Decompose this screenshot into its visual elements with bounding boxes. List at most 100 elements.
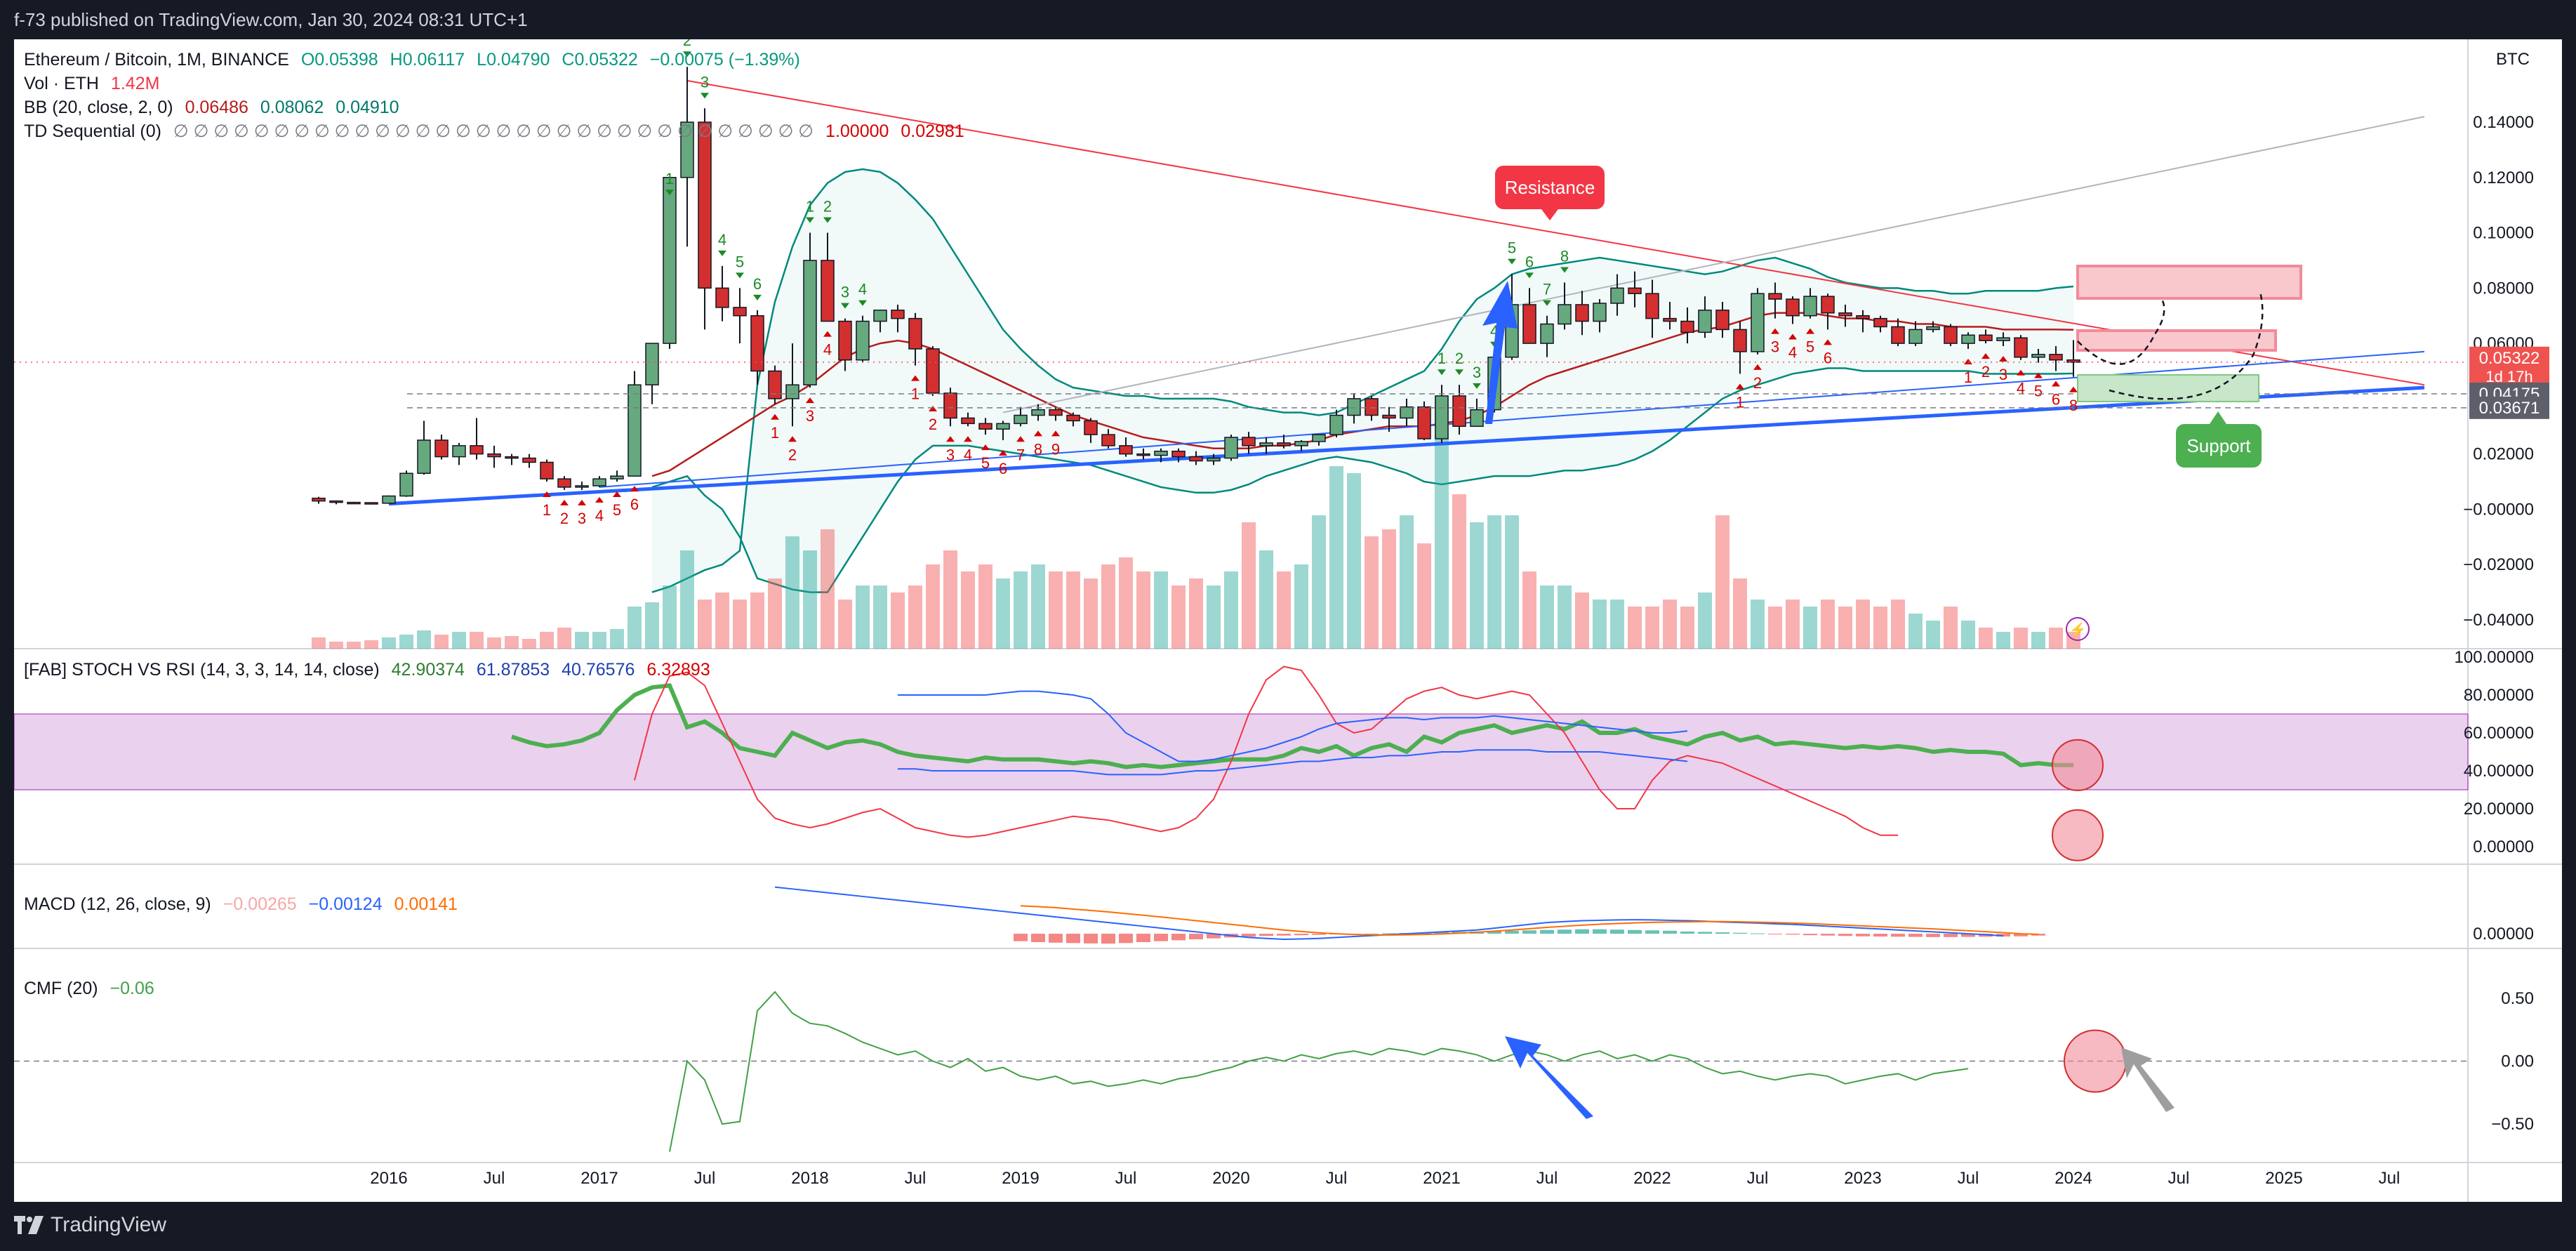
volume-bar	[1224, 571, 1238, 649]
td-count-label: 9	[1051, 440, 1060, 458]
candle-body	[1751, 293, 1765, 352]
td-arrow	[858, 300, 867, 306]
candle-body	[399, 472, 413, 497]
volume-bar	[1452, 494, 1466, 649]
td-count-label: 3	[1999, 366, 2007, 383]
td-count-label: 5	[981, 454, 990, 472]
x-tick-label: 2024	[2054, 1169, 2092, 1188]
td-count-label: 1	[665, 170, 674, 187]
candle-body	[1680, 320, 1694, 333]
volume-bar	[1522, 571, 1536, 649]
candle-body	[821, 260, 835, 322]
volume-bar	[1961, 621, 1975, 649]
candle-body	[961, 417, 975, 425]
candle-body	[1786, 298, 1800, 317]
volume-bar	[645, 602, 659, 649]
td-legend: TD Sequential (0) ∅ ∅ ∅ ∅ ∅ ∅ ∅ ∅ ∅ ∅ ∅ …	[24, 119, 971, 143]
macd-histogram-bar	[1698, 932, 1712, 934]
volume-bar	[505, 636, 519, 649]
macd-histogram-bar	[1908, 934, 1923, 937]
td-arrow	[929, 405, 937, 411]
y-tick-label: 0.12000	[2473, 168, 2534, 187]
macd-histogram-bar	[1838, 934, 1852, 936]
candle-body	[750, 315, 764, 372]
macd-histogram-bar	[1961, 934, 1975, 937]
x-tick-label: 2016	[370, 1169, 407, 1188]
volume-bar	[1014, 571, 1028, 649]
td-count-label: 6	[999, 460, 1007, 477]
volume-bar	[733, 600, 747, 649]
volume-bar	[1856, 600, 1870, 649]
candle-body	[1838, 312, 1852, 317]
candle-body	[1821, 296, 1835, 314]
candle-body	[1908, 329, 1923, 344]
td-arrow	[1981, 353, 1990, 359]
candle-body	[996, 423, 1010, 430]
candle-body	[943, 392, 957, 419]
currency-label: BTC	[2496, 50, 2530, 69]
volume-bar	[540, 632, 554, 649]
chart-svg[interactable]: 0.140000.120000.100000.080000.060000.040…	[13, 32, 2562, 1202]
tradingview-logo[interactable]: TradingView	[14, 1213, 166, 1237]
td-count-label: 5	[1806, 338, 1814, 356]
macd-histogram-bar	[1171, 934, 1186, 941]
candle-body	[785, 384, 799, 399]
x-tick-label: Jul	[1326, 1169, 1348, 1188]
x-tick-label: 2018	[791, 1169, 828, 1188]
stoch-y-tick: 60.00000	[2464, 724, 2534, 743]
cmf-highlight	[2064, 1029, 2127, 1093]
candle-body	[557, 478, 571, 488]
volume-bar	[1505, 515, 1519, 649]
y-tick-label: 0.08000	[2473, 279, 2534, 298]
volume-bar	[312, 637, 326, 649]
candle-body	[680, 121, 694, 178]
stoch-value-1: 42.90374	[391, 660, 465, 680]
volume-bar	[1698, 593, 1712, 649]
ohlc-low: L0.04790	[477, 50, 550, 70]
bb-fill	[652, 168, 2073, 593]
candle-body	[908, 317, 922, 350]
td-count-label: 8	[1034, 440, 1042, 458]
cmf-y-tick: 0.00	[2501, 1052, 2534, 1071]
volume-bar	[1873, 607, 1887, 649]
stoch-label[interactable]: [FAB] STOCH VS RSI (14, 3, 3, 14, 14, cl…	[24, 660, 380, 680]
td-label[interactable]: TD Sequential (0)	[24, 121, 161, 141]
cmf-arrow-gray	[2121, 1047, 2175, 1112]
td-arrow	[718, 250, 726, 256]
macd-histogram-bar	[1996, 934, 2010, 937]
symbol-name[interactable]: Ethereum / Bitcoin, 1M, BINANCE	[24, 50, 289, 70]
y-tick-label: 0.10000	[2473, 224, 2534, 243]
td-count-label: 1	[806, 198, 814, 216]
volume-bar	[856, 585, 870, 649]
td-count-label: 1	[1736, 393, 1744, 411]
y-tick-label: −0.00000	[2463, 500, 2534, 519]
td-arrow	[1999, 356, 2007, 362]
volume-label[interactable]: Vol · ETH	[24, 74, 99, 93]
x-tick-label: Jul	[484, 1169, 505, 1188]
stoch-highlight-2	[2052, 809, 2104, 861]
bb-lower-value: 0.04910	[336, 98, 399, 117]
td-count-label: 4	[2017, 380, 2025, 397]
volume-bar	[1540, 585, 1554, 649]
td-arrow	[701, 93, 709, 99]
volume-bar	[1171, 585, 1186, 649]
td-arrow	[1034, 430, 1042, 437]
td-count-label: 4	[964, 446, 972, 463]
candle-body	[452, 445, 466, 458]
bb-label[interactable]: BB (20, close, 2, 0)	[24, 98, 173, 117]
macd-histogram-bar	[1277, 934, 1291, 936]
macd-histogram-bar	[1663, 930, 1677, 934]
candle-body	[1382, 414, 1396, 419]
macd-label[interactable]: MACD (12, 26, close, 9)	[24, 894, 211, 914]
y-tick-label: −0.04000	[2463, 611, 2534, 630]
chart-area[interactable]: 0.140000.120000.100000.080000.060000.040…	[13, 32, 2562, 1202]
td-arrow	[1438, 369, 1446, 376]
candle-body	[733, 307, 747, 317]
volume-bar	[1908, 614, 1923, 649]
cmf-label[interactable]: CMF (20)	[24, 979, 98, 998]
candle-body	[978, 423, 992, 430]
candle-body	[1189, 456, 1203, 462]
x-tick-label: 2020	[1212, 1169, 1249, 1188]
volume-bar	[470, 632, 484, 649]
candle-body	[1610, 287, 1624, 304]
